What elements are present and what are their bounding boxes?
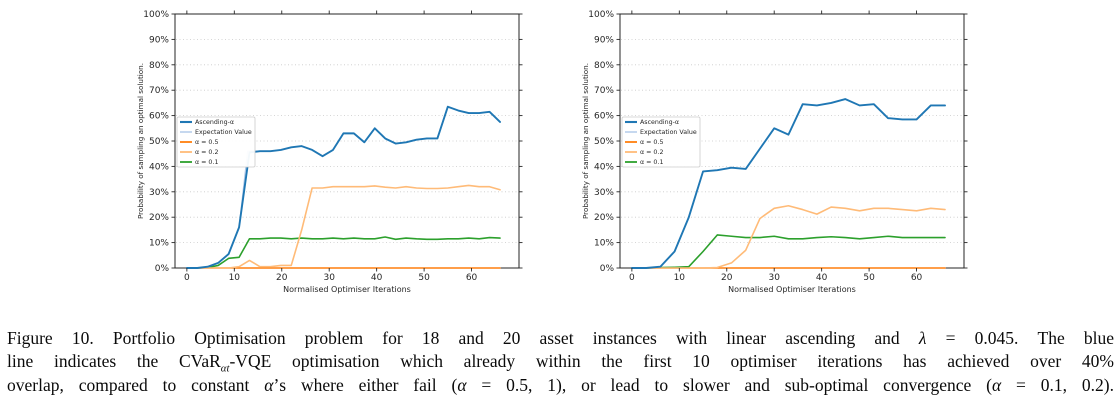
y-axis-label: Probability of sampling an optimal solut…: [581, 63, 590, 219]
x-tick-label: 20: [276, 273, 288, 283]
y-tick-label: 20%: [149, 213, 169, 223]
x-tick-label: 30: [323, 273, 335, 283]
y-tick-label: 40%: [149, 162, 169, 172]
y-tick-label: 0%: [155, 264, 170, 274]
legend-box: [621, 116, 701, 168]
y-tick-label: 100%: [143, 10, 169, 20]
y-tick-label: 30%: [594, 188, 614, 198]
x-tick-label: 50: [418, 273, 430, 283]
caption-line: overlap, compared to constant α’s where …: [7, 374, 1114, 397]
series-line-0.1: [631, 234, 946, 269]
legend-label-0.1: α = 0.1: [195, 159, 218, 166]
caption-text: -VQE optimisation which already within t…: [229, 351, 1114, 372]
y-tick-label: 60%: [149, 112, 169, 122]
caption-subscript: αt: [220, 362, 230, 374]
y-tick-label: 10%: [594, 239, 614, 249]
y-tick-label: 90%: [594, 35, 614, 45]
legend-box: [176, 116, 256, 168]
caption-text: overlap, compared to constant: [7, 374, 265, 395]
caption-text: = 0.1, 0.2).: [1001, 374, 1114, 395]
series-line-0.2: [631, 204, 946, 269]
y-tick-label: 80%: [594, 61, 614, 71]
x-axis-label: Normalised Optimiser Iterations: [728, 285, 856, 294]
legend-label-ascending: Ascending-α: [195, 119, 234, 126]
x-tick-label: 60: [911, 273, 923, 283]
legend-label-0.5: α = 0.5: [640, 139, 663, 146]
chart-18-assets: 0 10 20 30 40 50 60 0% 10% 20% 30% 40% 50% 60% 70% 80% 9…: [136, 10, 523, 294]
caption-line: Figure 10. Portfolio Optimisation proble…: [7, 327, 1114, 350]
y-tick-label: 70%: [594, 86, 614, 96]
x-tick-label: 0: [629, 273, 635, 283]
y-tick-label: 30%: [149, 188, 169, 198]
legend-label-0.2: α = 0.2: [195, 149, 218, 156]
caption-math-symbol: α: [457, 374, 467, 395]
legend-label-0.2: α = 0.2: [640, 149, 663, 156]
caption-text: line indicates the CVaR: [7, 351, 221, 372]
x-tick-label: 30: [768, 273, 780, 283]
chart-20-assets: 0 10 20 30 40 50 60 0% 10% 20% 30% 40% 50% 60% 70% 80% 9…: [581, 10, 968, 294]
y-tick-label: 20%: [594, 213, 614, 223]
y-tick-label: 70%: [149, 86, 169, 96]
x-tick-label: 40: [371, 273, 383, 283]
figure-10-plots: 0 10 20 30 40 50 60 0% 10% 20% 30% 40% 50% 60% 70% 80% 9…: [136, 10, 968, 294]
caption-text: = 0.045. The blue: [926, 328, 1114, 348]
x-tick-label: 10: [674, 273, 686, 283]
y-tick-label: 100%: [588, 10, 614, 20]
y-tick-label: 40%: [594, 162, 614, 172]
series-line-ascending: [185, 105, 501, 269]
caption-line: line indicates the CVaRαt-VQE optimisati…: [7, 350, 1114, 373]
series-line-ascending: [630, 98, 946, 269]
caption-text: = 0.5, 1), or lead to slower and sub-opt…: [466, 374, 992, 395]
y-tick-label: 50%: [594, 137, 614, 147]
caption-text: ’s where either fail (: [273, 374, 458, 395]
x-axis-label: Normalised Optimiser Iterations: [283, 285, 411, 294]
legend-label-expectation-value: Expectation Value: [195, 129, 252, 136]
x-tick-label: 20: [721, 273, 733, 283]
legend-label-0.5: α = 0.5: [195, 139, 218, 146]
x-tick-label: 50: [863, 273, 875, 283]
figure-caption: Figure 10. Portfolio Optimisation proble…: [7, 327, 1114, 397]
series-line-0.1: [186, 236, 501, 269]
caption-text: Figure 10. Portfolio Optimisation proble…: [7, 328, 919, 348]
y-tick-label: 80%: [149, 61, 169, 71]
y-tick-label: 10%: [149, 239, 169, 249]
y-tick-label: 90%: [149, 35, 169, 45]
y-axis-label: Probability of sampling an optimal solut…: [136, 63, 145, 219]
y-tick-label: 0%: [600, 264, 615, 274]
caption-math-symbol: λ: [918, 328, 927, 348]
y-tick-label: 60%: [594, 112, 614, 122]
legend-label-expectation-value: Expectation Value: [640, 129, 697, 136]
x-tick-label: 0: [184, 273, 190, 283]
legend-label-0.1: α = 0.1: [640, 159, 663, 166]
caption-math-symbol: α: [264, 374, 274, 395]
caption-math-symbol: α: [991, 374, 1002, 395]
series-line-0.2: [186, 184, 501, 269]
x-tick-label: 60: [466, 273, 478, 283]
x-tick-label: 40: [816, 273, 828, 283]
legend-label-ascending: Ascending-α: [640, 119, 679, 126]
x-tick-label: 10: [229, 273, 241, 283]
y-tick-label: 50%: [149, 137, 169, 147]
